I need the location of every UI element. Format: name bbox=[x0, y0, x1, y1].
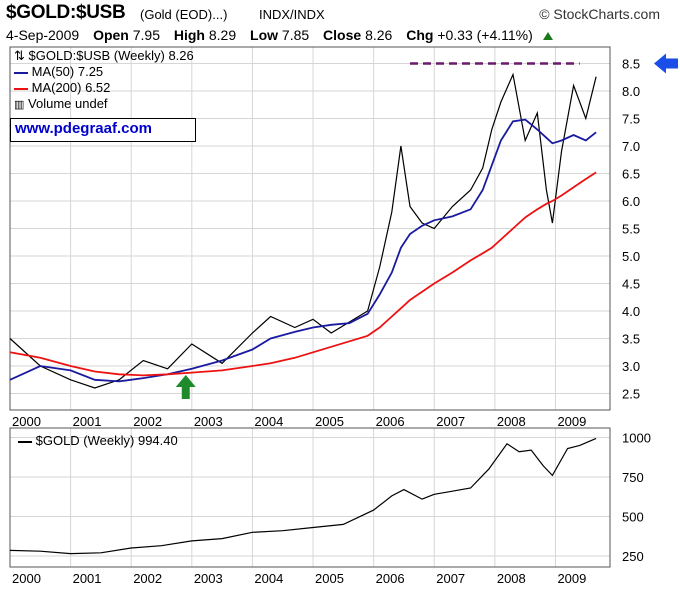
lower-x-tick: 2009 bbox=[557, 571, 586, 586]
legend-price: ⇅ $GOLD:$USB (Weekly) 8.26 bbox=[14, 48, 194, 64]
upper-x-tick: 2002 bbox=[133, 414, 162, 429]
lower-x-tick: 2007 bbox=[436, 571, 465, 586]
legend-price-label: $GOLD:$USB (Weekly) 8.26 bbox=[28, 48, 194, 63]
lower-legend-label: $GOLD (Weekly) 994.40 bbox=[35, 433, 178, 448]
gold-line-icon bbox=[18, 440, 32, 443]
upper-y-tick: 3.0 bbox=[622, 359, 640, 374]
lower-x-tick: 2008 bbox=[497, 571, 526, 586]
upper-y-tick: 2.5 bbox=[622, 387, 640, 402]
lower-x-tick: 2002 bbox=[133, 571, 162, 586]
upper-series-ma-200- bbox=[9, 171, 597, 377]
upper-series--gold-usb bbox=[9, 72, 597, 389]
legend-arrows-icon: ⇅ bbox=[14, 48, 25, 63]
legend-volume: ▥ Volume undef bbox=[14, 96, 108, 111]
upper-x-tick: 2006 bbox=[376, 414, 405, 429]
chg-label: Chg bbox=[406, 27, 434, 43]
upper-y-tick: 5.5 bbox=[622, 222, 640, 237]
upper-y-tick: 8.5 bbox=[622, 57, 640, 72]
legend-ma200-label: MA(200) 6.52 bbox=[31, 80, 111, 95]
upper-x-tick: 2001 bbox=[73, 414, 102, 429]
lower-x-tick: 2006 bbox=[376, 571, 405, 586]
high-value: 8.29 bbox=[208, 27, 237, 43]
upper-y-tick: 4.5 bbox=[622, 277, 640, 292]
upper-x-tick: 2004 bbox=[254, 414, 283, 429]
open-label: Open bbox=[93, 27, 129, 43]
symbol-subtitle: (Gold (EOD)...) bbox=[140, 7, 228, 22]
low-value: 7.85 bbox=[281, 27, 310, 43]
legend-ma50-label: MA(50) 7.25 bbox=[31, 64, 104, 79]
brand-label[interactable]: © StockCharts.com bbox=[539, 6, 660, 22]
lower-x-tick: 2000 bbox=[12, 571, 41, 586]
ohlc-date: 4-Sep-2009 bbox=[6, 27, 80, 43]
upper-x-tick: 2003 bbox=[194, 414, 223, 429]
upper-x-tick: 2000 bbox=[12, 414, 41, 429]
legend-ma50: MA(50) 7.25 bbox=[14, 64, 103, 79]
lower-series--gold bbox=[9, 437, 597, 555]
close-value: 8.26 bbox=[365, 27, 393, 43]
volume-bars-icon: ▥ bbox=[14, 99, 25, 111]
upper-x-tick: 2009 bbox=[557, 414, 586, 429]
upper-x-tick: 2007 bbox=[436, 414, 465, 429]
lower-x-tick: 2003 bbox=[194, 571, 223, 586]
upper-y-tick: 4.0 bbox=[622, 304, 640, 319]
low-label: Low bbox=[250, 27, 279, 43]
lower-x-tick: 2004 bbox=[254, 571, 283, 586]
up-arrow-icon bbox=[175, 375, 196, 399]
open-value: 7.95 bbox=[132, 27, 160, 43]
lower-y-tick: 500 bbox=[622, 509, 644, 524]
exchange-label: INDX/INDX bbox=[259, 7, 325, 22]
ma200-line-icon bbox=[14, 87, 28, 90]
symbol-title: $GOLD:$USB bbox=[6, 2, 126, 23]
lower-y-tick: 250 bbox=[622, 549, 644, 564]
left-arrow-icon bbox=[654, 53, 678, 74]
lower-plot-frame bbox=[9, 427, 611, 568]
legend-ma200: MA(200) 6.52 bbox=[14, 80, 110, 95]
upper-series-ma-50- bbox=[9, 118, 597, 383]
upper-y-tick: 5.0 bbox=[622, 249, 640, 264]
upper-y-tick: 6.5 bbox=[622, 167, 640, 182]
upper-y-tick: 6.0 bbox=[622, 194, 640, 209]
change-up-icon bbox=[542, 32, 553, 41]
legend-volume-label: Volume undef bbox=[28, 96, 108, 111]
watermark-box[interactable]: www.pdegraaf.com bbox=[10, 118, 196, 142]
lower-x-tick: 2005 bbox=[315, 571, 344, 586]
ma50-line-icon bbox=[14, 71, 28, 74]
upper-y-tick: 7.5 bbox=[622, 112, 640, 127]
watermark-link[interactable]: www.pdegraaf.com bbox=[15, 120, 152, 137]
close-label: Close bbox=[323, 27, 362, 43]
upper-plot-frame bbox=[9, 46, 611, 411]
lower-legend: $GOLD (Weekly) 994.40 bbox=[18, 433, 178, 448]
high-label: High bbox=[173, 27, 205, 43]
upper-y-tick: 3.5 bbox=[622, 332, 640, 347]
upper-y-tick: 8.0 bbox=[622, 84, 640, 99]
ohlc-bar: 4-Sep-2009 Open 7.95 High 8.29 Low 7.85 … bbox=[6, 27, 553, 43]
upper-x-tick: 2008 bbox=[497, 414, 526, 429]
upper-y-tick: 7.0 bbox=[622, 139, 640, 154]
lower-x-tick: 2001 bbox=[73, 571, 102, 586]
upper-x-tick: 2005 bbox=[315, 414, 344, 429]
lower-y-tick: 1000 bbox=[622, 430, 651, 445]
lower-y-tick: 750 bbox=[622, 470, 644, 485]
chg-value: +0.33 (+4.11%) bbox=[437, 27, 533, 43]
